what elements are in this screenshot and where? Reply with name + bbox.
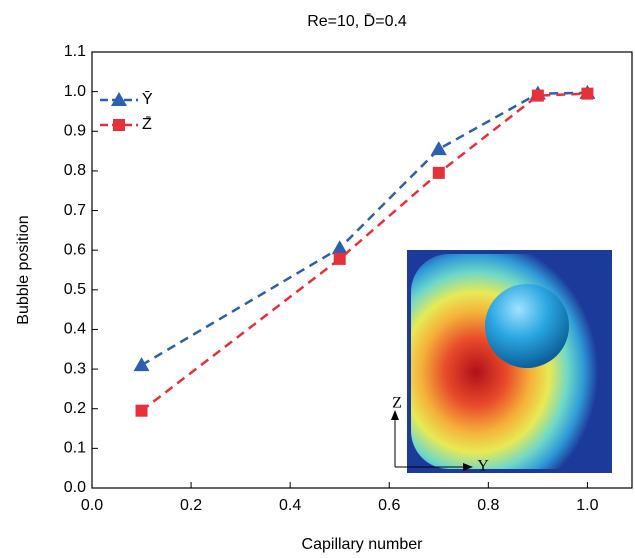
inset-arrow xyxy=(391,410,399,420)
marker xyxy=(333,252,346,265)
y-tick-label: 0.3 xyxy=(64,360,86,377)
x-axis-label: Capillary number xyxy=(302,536,424,553)
inset-bubble xyxy=(485,284,569,368)
marker xyxy=(531,89,544,102)
y-tick-label: 0.6 xyxy=(64,241,86,258)
inset-label: Y xyxy=(477,458,489,475)
x-tick-label: 0.2 xyxy=(180,497,202,514)
legend-marker xyxy=(113,119,125,131)
x-tick-label: 1.0 xyxy=(576,497,598,514)
y-axis-label: Bubble position xyxy=(15,215,32,324)
marker xyxy=(135,404,148,417)
x-tick-label: 0.4 xyxy=(279,497,301,514)
y-tick-label: 1.0 xyxy=(64,83,86,100)
legend-label: Ȳ xyxy=(142,90,153,108)
x-tick-label: 0.0 xyxy=(81,497,103,514)
y-tick-label: 0.0 xyxy=(64,479,86,496)
plot-frame xyxy=(91,51,633,489)
inset: Z Y xyxy=(391,250,612,475)
y-tick-label: 0.9 xyxy=(64,122,86,139)
inset-arrow xyxy=(463,463,473,471)
y-tick-label: 0.2 xyxy=(64,400,86,417)
x-tick-label: 0.6 xyxy=(378,497,400,514)
y-tick-label: 0.1 xyxy=(64,440,86,457)
marker xyxy=(133,357,150,372)
marker xyxy=(331,240,348,255)
y-tick-label: 0.7 xyxy=(64,202,86,219)
series-line xyxy=(140,91,588,367)
marker xyxy=(432,166,445,179)
legend-marker xyxy=(111,92,127,106)
chart-title: Re=10, D̄=0.4 xyxy=(307,13,407,30)
y-tick-label: 1.1 xyxy=(64,43,86,60)
y-tick-label: 0.5 xyxy=(64,281,86,298)
marker xyxy=(581,87,594,100)
y-tick-label: 0.8 xyxy=(64,162,86,179)
marker xyxy=(430,141,447,156)
y-tick-label: 0.4 xyxy=(64,321,86,338)
x-tick-label: 0.8 xyxy=(477,497,499,514)
legend-label: Z̄ xyxy=(142,116,152,133)
inset-label: Z xyxy=(392,395,402,412)
